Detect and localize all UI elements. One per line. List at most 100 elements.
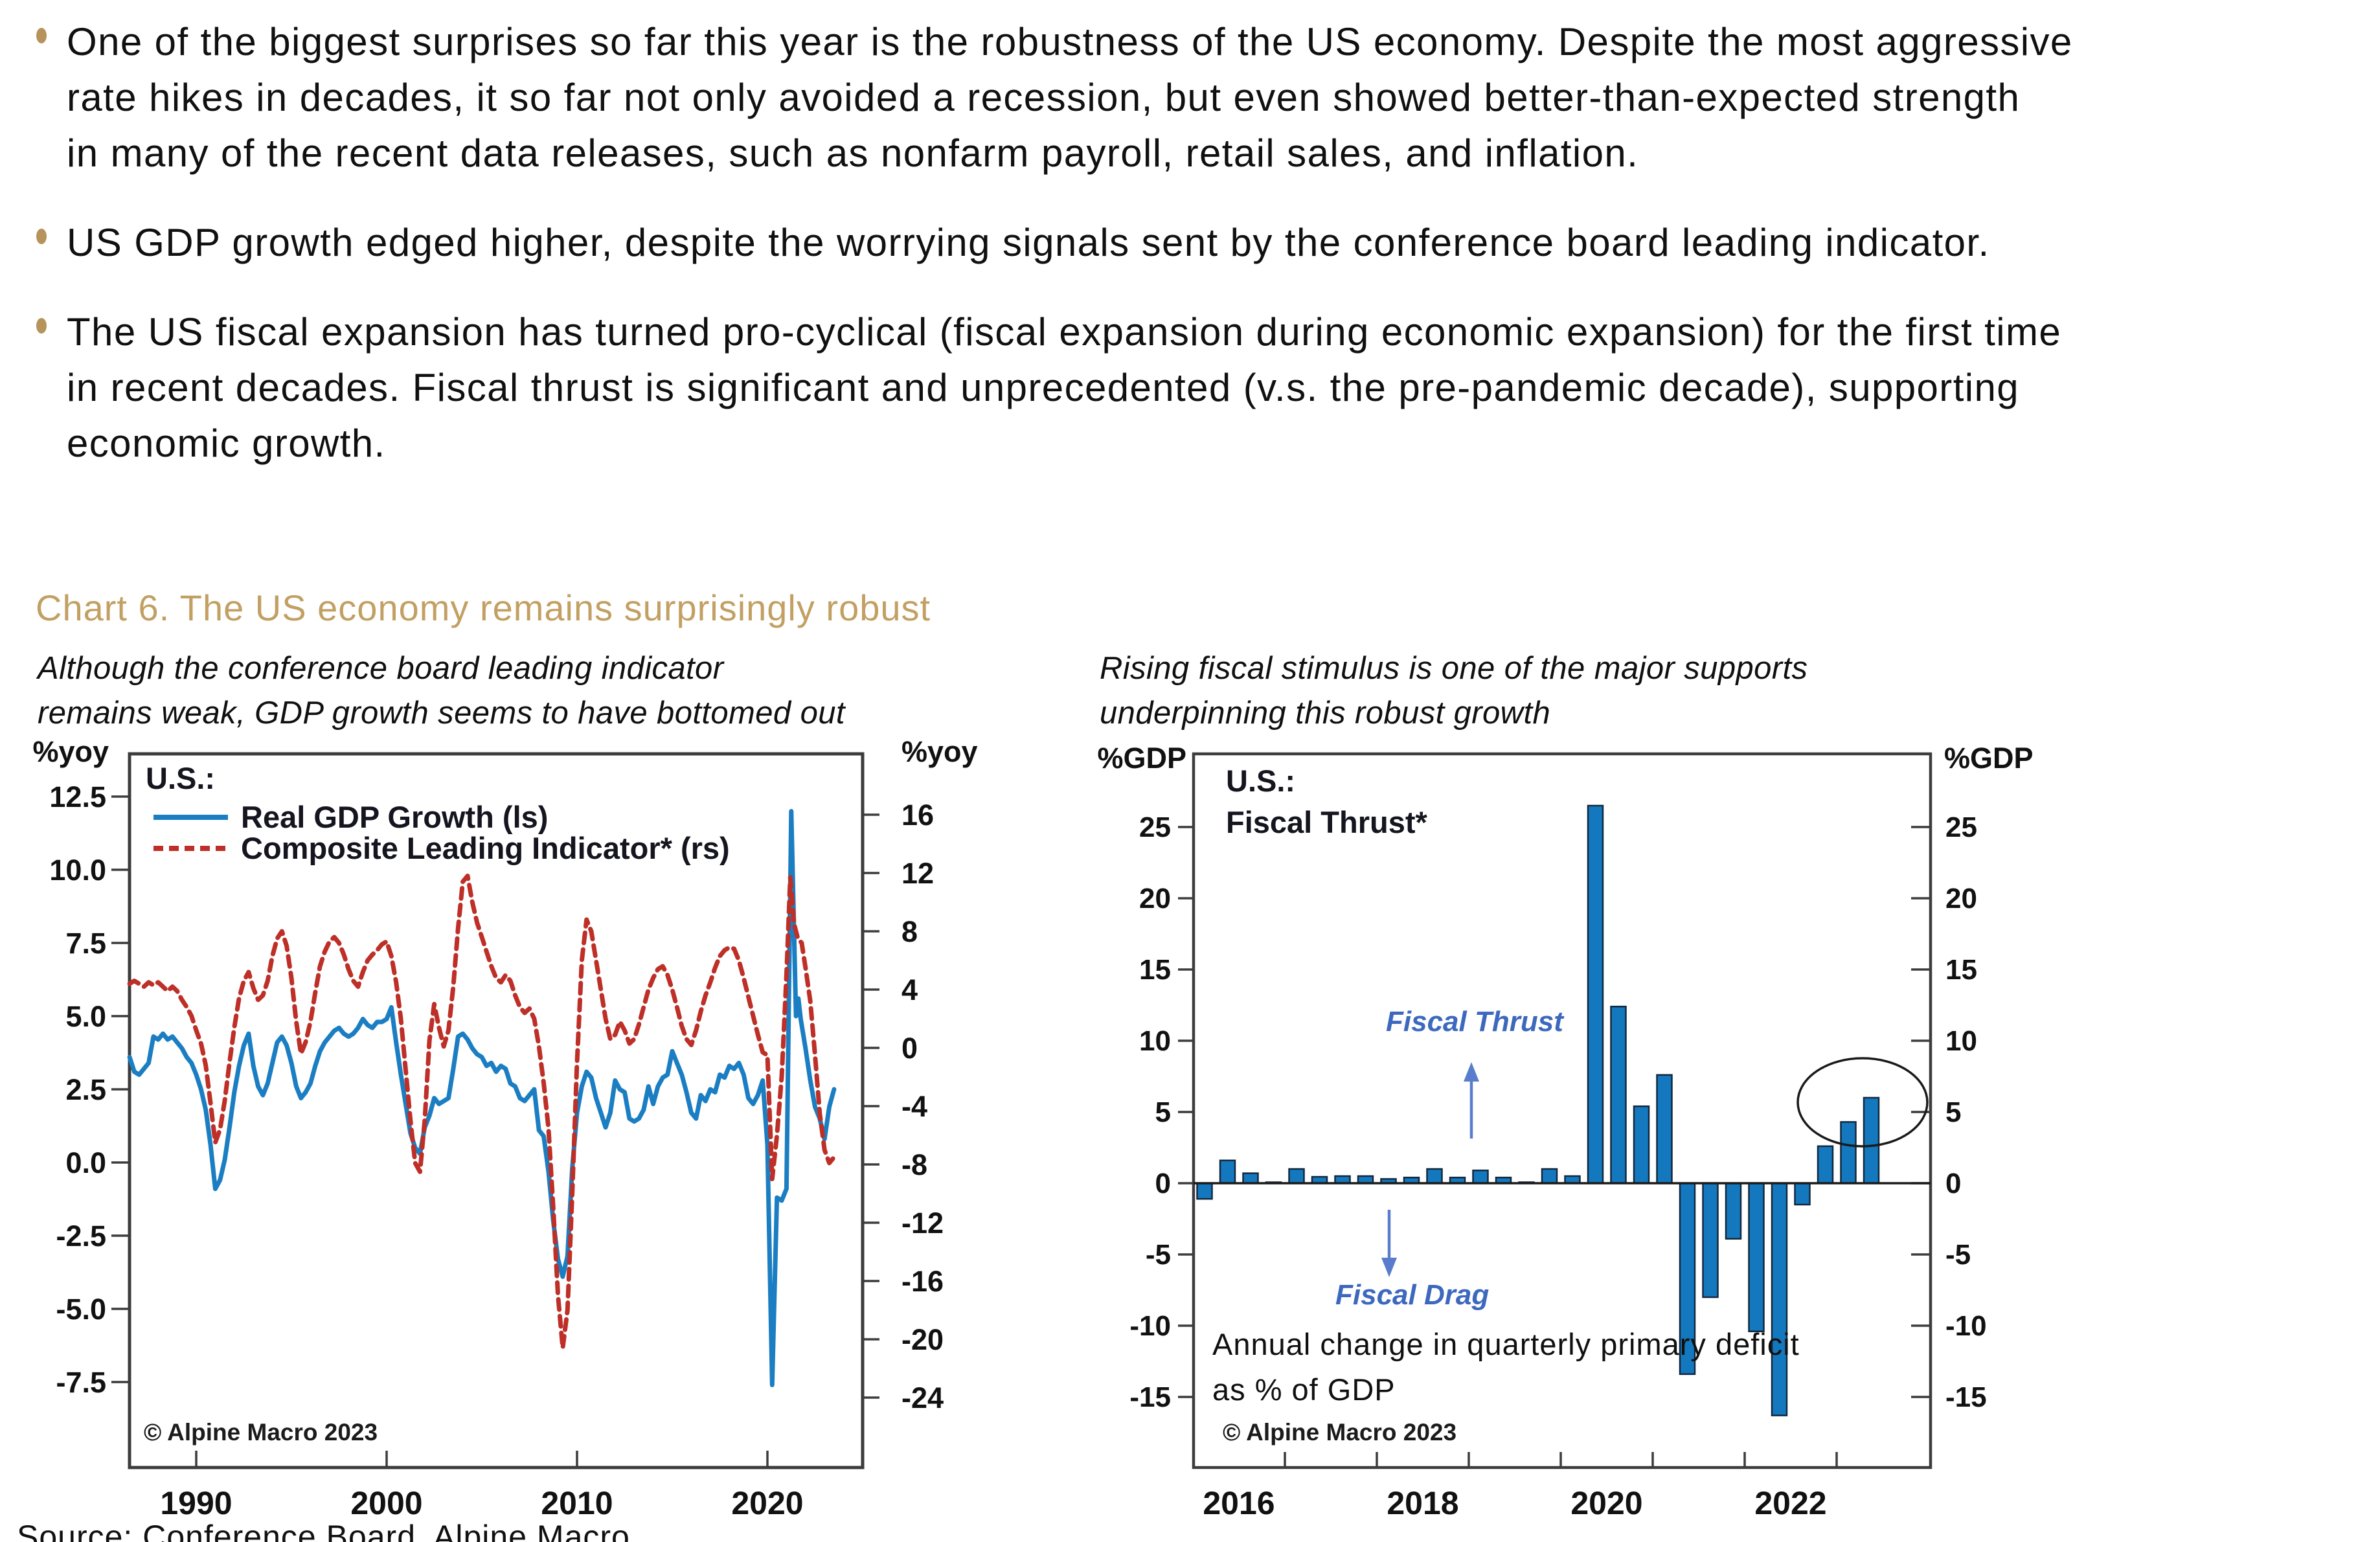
svg-text:16: 16 bbox=[901, 799, 934, 832]
svg-text:-12: -12 bbox=[901, 1207, 944, 1240]
right-chart-frame bbox=[1192, 752, 1932, 1469]
svg-text:-5: -5 bbox=[1945, 1239, 1971, 1271]
right-chart-subtitle-line-2: underpinning this robust growth bbox=[1100, 696, 1551, 731]
gdp-cli-line-chart: %yoy %yoy 12.5 10.0 7.5 5.0 2.5 0.0 -2.5 -5.0 -7.5… bbox=[32, 735, 978, 1521]
right-chart-subtitle-line-1: Rising fiscal stimulus is one of the maj… bbox=[1100, 651, 1808, 686]
bar-2016-q4 bbox=[1288, 1168, 1305, 1185]
bullet-3-line-2: in recent decades. Fiscal thrust is sign… bbox=[67, 366, 2020, 409]
bar-2016-q1 bbox=[1219, 1159, 1236, 1185]
bullet-1-line-3: in many of the recent data releases, suc… bbox=[67, 131, 1639, 175]
bar-2016-q15 bbox=[1541, 1168, 1558, 1185]
bullet-3-line-3: economic growth. bbox=[67, 422, 386, 465]
svg-text:-2.5: -2.5 bbox=[56, 1219, 106, 1253]
svg-text:-5: -5 bbox=[1146, 1239, 1171, 1271]
copyright-left: © Alpine Macro 2023 bbox=[144, 1419, 378, 1446]
right-chart-legend-title: U.S.: bbox=[1226, 764, 1295, 798]
bar-2016-q12 bbox=[1472, 1169, 1489, 1185]
fiscal-drag-label: Fiscal Drag bbox=[1335, 1279, 1489, 1311]
svg-text:2020: 2020 bbox=[1570, 1485, 1642, 1521]
bullet-icon bbox=[36, 229, 47, 244]
svg-text:2010: 2010 bbox=[541, 1485, 613, 1521]
svg-text:Composite Leading Indicator* (: Composite Leading Indicator* (rs) bbox=[241, 831, 730, 865]
real-gdp-growth-line bbox=[127, 809, 837, 1387]
x-axis-ticks: 2016 2018 2020 2022 bbox=[1203, 1452, 1838, 1521]
chart-section-title: Chart 6. The US economy remains surprisi… bbox=[36, 587, 931, 628]
svg-text:-4: -4 bbox=[901, 1090, 927, 1123]
bar-2016-q18 bbox=[1610, 1005, 1627, 1185]
svg-text:4: 4 bbox=[901, 973, 918, 1006]
bullet-3: The US fiscal expansion has turned pro-c… bbox=[36, 304, 2061, 471]
svg-text:7.5: 7.5 bbox=[65, 927, 106, 960]
svg-text:20: 20 bbox=[1945, 883, 1977, 914]
right-chart-legend-series: Fiscal Thrust* bbox=[1226, 805, 1428, 839]
svg-text:15: 15 bbox=[1139, 954, 1171, 986]
svg-text:0: 0 bbox=[1155, 1168, 1171, 1199]
svg-text:15: 15 bbox=[1945, 954, 1977, 986]
svg-text:10: 10 bbox=[1945, 1025, 1977, 1057]
svg-text:-15: -15 bbox=[1129, 1381, 1171, 1413]
bar-2016-q20 bbox=[1656, 1074, 1673, 1185]
svg-text:-10: -10 bbox=[1129, 1310, 1171, 1342]
svg-text:2000: 2000 bbox=[350, 1485, 422, 1521]
left-chart-subtitle-line-1: Although the conference board leading in… bbox=[38, 651, 724, 686]
bar-2016-q27 bbox=[1817, 1145, 1834, 1185]
svg-text:0: 0 bbox=[901, 1032, 918, 1065]
left-chart-frame bbox=[128, 752, 865, 1469]
left-chart-subtitle: Although the conference board leading in… bbox=[38, 646, 845, 736]
svg-text:U.S.:: U.S.: bbox=[146, 761, 215, 795]
svg-text:-24: -24 bbox=[901, 1381, 944, 1414]
source-note: Source: Conference Board, Alpine Macro bbox=[17, 1519, 630, 1542]
svg-text:12.5: 12.5 bbox=[49, 780, 106, 813]
svg-text:8: 8 bbox=[901, 915, 918, 948]
svg-text:10: 10 bbox=[1139, 1025, 1171, 1057]
bar-2016-q10 bbox=[1426, 1168, 1443, 1185]
x-axis-ticks: 1990 2000 2010 2020 bbox=[160, 1451, 804, 1521]
right-axis-ticks: 16 12 8 4 0 -4 -8 -12 -16 -20 -24 bbox=[863, 799, 944, 1414]
bullet-1-line-2: rate hikes in decades, it so far not onl… bbox=[67, 76, 2021, 119]
left-chart-subtitle-line-2: remains weak, GDP growth seems to have b… bbox=[38, 696, 845, 731]
bullet-2-line-1: US GDP growth edged higher, despite the … bbox=[67, 221, 1990, 264]
bullet-2: US GDP growth edged higher, despite the … bbox=[36, 215, 1990, 271]
bullet-icon bbox=[36, 318, 47, 334]
bar-2016-q25 bbox=[1771, 1182, 1788, 1416]
fiscal-thrust-bars bbox=[1196, 804, 1880, 1416]
bar-2016-q28 bbox=[1840, 1121, 1857, 1185]
svg-text:25: 25 bbox=[1139, 811, 1171, 843]
svg-text:-5.0: -5.0 bbox=[56, 1293, 106, 1326]
bar-2016-q2 bbox=[1242, 1172, 1259, 1185]
bullet-icon bbox=[36, 28, 47, 43]
bar-2016-q17 bbox=[1587, 804, 1604, 1185]
bar-2016-q26 bbox=[1794, 1182, 1811, 1206]
svg-text:-10: -10 bbox=[1945, 1310, 1987, 1342]
right-axis-caption: %yoy bbox=[901, 735, 978, 768]
svg-text:2020: 2020 bbox=[731, 1485, 803, 1521]
highlight-ellipse bbox=[1796, 1057, 1929, 1148]
svg-text:5.0: 5.0 bbox=[65, 1000, 106, 1033]
bar-2016-q24 bbox=[1748, 1182, 1765, 1333]
svg-text:-16: -16 bbox=[901, 1265, 944, 1298]
svg-text:25: 25 bbox=[1945, 811, 1977, 843]
left-chart-legend: U.S.: Real GDP Growth (ls)Composite Leadi… bbox=[146, 761, 730, 865]
svg-text:1990: 1990 bbox=[160, 1485, 232, 1521]
svg-text:-20: -20 bbox=[901, 1323, 944, 1356]
svg-text:5: 5 bbox=[1945, 1096, 1961, 1128]
svg-text:5: 5 bbox=[1155, 1096, 1171, 1128]
bar-2016-q19 bbox=[1633, 1105, 1650, 1185]
note-line-1: Annual change in quarterly primary defic… bbox=[1212, 1327, 1800, 1361]
bullet-1-line-1: One of the biggest surprises so far this… bbox=[67, 20, 2073, 63]
svg-text:2.5: 2.5 bbox=[65, 1073, 106, 1106]
left-axis-caption: %yoy bbox=[32, 735, 109, 768]
fiscal-thrust-label: Fiscal Thrust bbox=[1386, 1006, 1565, 1037]
svg-text:0.0: 0.0 bbox=[65, 1146, 106, 1179]
svg-text:2016: 2016 bbox=[1203, 1485, 1275, 1521]
left-axis-caption: %GDP bbox=[1097, 742, 1186, 775]
thrust-drag-annotations: Fiscal Thrust Fiscal Drag bbox=[1335, 1006, 1565, 1311]
bar-2016-q23 bbox=[1725, 1182, 1742, 1240]
right-chart-subtitle: Rising fiscal stimulus is one of the maj… bbox=[1100, 646, 1808, 736]
bullet-1: One of the biggest surprises so far this… bbox=[36, 14, 2073, 181]
svg-text:-8: -8 bbox=[901, 1148, 927, 1181]
left-axis-ticks: 12.5 10.0 7.5 5.0 2.5 0.0 -2.5 -5.0 -7.5 bbox=[49, 780, 130, 1399]
bullet-3-line-1: The US fiscal expansion has turned pro-c… bbox=[67, 310, 2062, 354]
